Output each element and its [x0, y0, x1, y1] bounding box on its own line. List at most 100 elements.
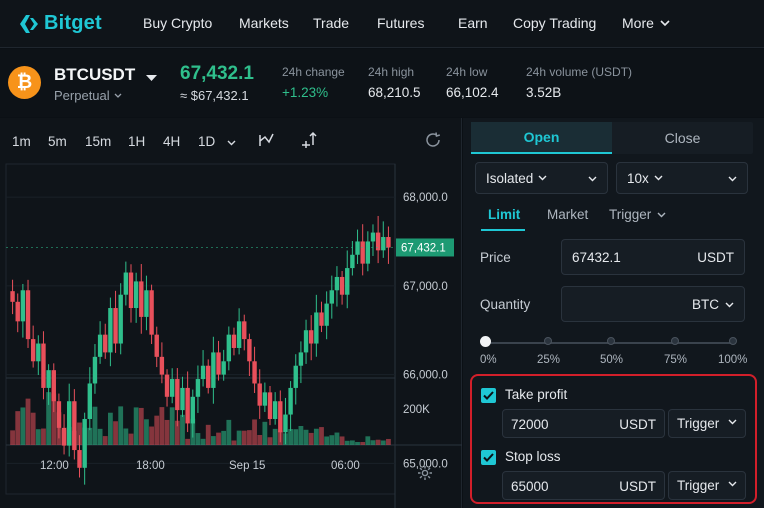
- timeframe-5m[interactable]: 5m: [48, 134, 67, 149]
- stat-label: 24h volume (USDT): [526, 65, 633, 79]
- volume-bar: [298, 425, 304, 445]
- stop-loss-checkbox[interactable]: [481, 450, 496, 465]
- leverage-select[interactable]: 10x: [616, 162, 748, 194]
- bitget-logo[interactable]: Bitget: [18, 12, 128, 35]
- nav-markets[interactable]: Markets: [239, 15, 289, 31]
- timeframe-15m[interactable]: 15m: [85, 134, 112, 149]
- candle-body: [339, 276, 345, 295]
- timeframe-1m[interactable]: 1m: [12, 134, 31, 149]
- top-navigation: Bitget Buy Crypto Markets Trade Futures …: [0, 0, 764, 48]
- candle-body: [10, 291, 15, 302]
- slider-percent: 100%: [718, 354, 748, 366]
- volume-bar: [41, 428, 46, 445]
- take-profit-input[interactable]: 72000 USDT: [502, 409, 665, 438]
- volume-bar: [180, 414, 185, 445]
- volume-bar: [283, 433, 288, 445]
- stat-label: 24h high: [368, 65, 415, 79]
- stop-loss-input[interactable]: 65000 USDT: [502, 471, 665, 500]
- candle-body: [236, 321, 242, 348]
- volume-bar: [370, 440, 376, 445]
- chart-settings-icon[interactable]: [417, 465, 433, 481]
- price-tick-label: 65,000.0: [403, 458, 448, 470]
- order-type-limit[interactable]: Limit: [488, 207, 521, 222]
- take-profit-trigger-select[interactable]: Trigger: [668, 409, 746, 438]
- candle-body: [267, 392, 273, 419]
- price-input[interactable]: 67432.1 USDT: [561, 239, 745, 275]
- slider-step-50[interactable]: [607, 337, 615, 345]
- candle-body: [252, 361, 257, 384]
- contract-type[interactable]: Perpetual: [54, 88, 122, 103]
- timeframe-1d[interactable]: 1D: [198, 134, 236, 149]
- slider-step-100[interactable]: [729, 337, 737, 345]
- take-profit-checkbox[interactable]: [481, 388, 496, 403]
- stop-loss-trigger-select[interactable]: Trigger: [668, 471, 746, 500]
- candle-body: [87, 383, 93, 419]
- volume-bar: [200, 438, 206, 445]
- tab-open[interactable]: Open: [471, 122, 612, 154]
- order-type-market[interactable]: Market: [547, 207, 589, 222]
- slider-step-25[interactable]: [544, 337, 552, 345]
- quantity-slider-handle[interactable]: [480, 336, 491, 347]
- candle-body: [314, 312, 319, 344]
- margin-mode-value: Isolated: [486, 170, 534, 186]
- chevron-down-icon: [538, 175, 547, 181]
- volume-bar: [56, 412, 62, 445]
- candle-body: [355, 241, 360, 255]
- nav-trade[interactable]: Trade: [313, 15, 350, 31]
- nav-buy-crypto[interactable]: Buy Crypto: [143, 15, 213, 31]
- candle-body: [118, 294, 123, 344]
- chart-panel: 1m 5m 15m 1H 4H 1D 68,000.0 67,000.0 66,00…: [0, 118, 462, 508]
- candle-body: [149, 290, 154, 335]
- candle-body: [77, 450, 82, 468]
- volume-bar: [247, 430, 252, 445]
- candle-body: [41, 343, 46, 388]
- candle-body: [334, 276, 340, 291]
- candle-body: [113, 308, 118, 344]
- volume-bar: [262, 421, 268, 445]
- stat-24h-volume: 24h volume (USDT) 3.52B: [526, 65, 632, 100]
- chevron-down-icon: [654, 175, 663, 181]
- candle-body: [200, 365, 206, 380]
- quantity-unit: BTC: [692, 297, 719, 312]
- candle-body: [159, 356, 165, 375]
- volume-bar: [97, 428, 103, 445]
- chevron-down-icon: [227, 140, 236, 146]
- tab-close[interactable]: Close: [664, 130, 701, 146]
- candle-body: [360, 241, 365, 264]
- indicators-icon[interactable]: [257, 131, 275, 149]
- refresh-icon[interactable]: [424, 131, 442, 149]
- volume-bar: [77, 422, 82, 445]
- stat-value: 3.52B: [526, 85, 562, 100]
- timeframe-4h[interactable]: 4H: [163, 134, 181, 149]
- volume-bar: [293, 429, 299, 445]
- slider-step-75[interactable]: [671, 337, 679, 345]
- nav-more[interactable]: More: [622, 15, 670, 31]
- symbol-name[interactable]: BTCUSDT: [54, 65, 136, 84]
- candle-body: [133, 281, 139, 309]
- candle-body: [128, 272, 134, 309]
- volume-bar: [185, 438, 191, 445]
- stop-loss-label: Stop loss: [505, 449, 561, 464]
- candle-body: [180, 387, 185, 411]
- volume-bar: [46, 392, 52, 445]
- price-chart[interactable]: 68,000.0 67,000.0 66,000.0 65,000.0 200K 67,4…: [0, 118, 462, 508]
- volume-bar: [339, 436, 345, 445]
- symbol-dropdown-caret-icon[interactable]: [146, 75, 157, 82]
- candle-body: [231, 334, 237, 348]
- candle-body: [103, 334, 108, 353]
- timeframe-1h[interactable]: 1H: [128, 134, 146, 149]
- candle-body: [324, 303, 329, 326]
- candle-body: [345, 268, 350, 295]
- nav-copy-trading[interactable]: Copy Trading: [513, 15, 597, 31]
- quantity-input[interactable]: BTC: [561, 286, 745, 322]
- volume-bar: [123, 428, 129, 445]
- quantity-unit-select[interactable]: BTC: [692, 297, 734, 312]
- margin-mode-select[interactable]: Isolated: [475, 162, 608, 194]
- order-type-trigger[interactable]: Trigger: [609, 207, 666, 222]
- nav-earn[interactable]: Earn: [458, 15, 488, 31]
- compare-icon[interactable]: [300, 131, 318, 149]
- volume-bar: [87, 427, 93, 445]
- volume-tick-label: 200K: [403, 404, 430, 416]
- candle-body: [308, 330, 314, 344]
- nav-futures[interactable]: Futures: [377, 15, 425, 31]
